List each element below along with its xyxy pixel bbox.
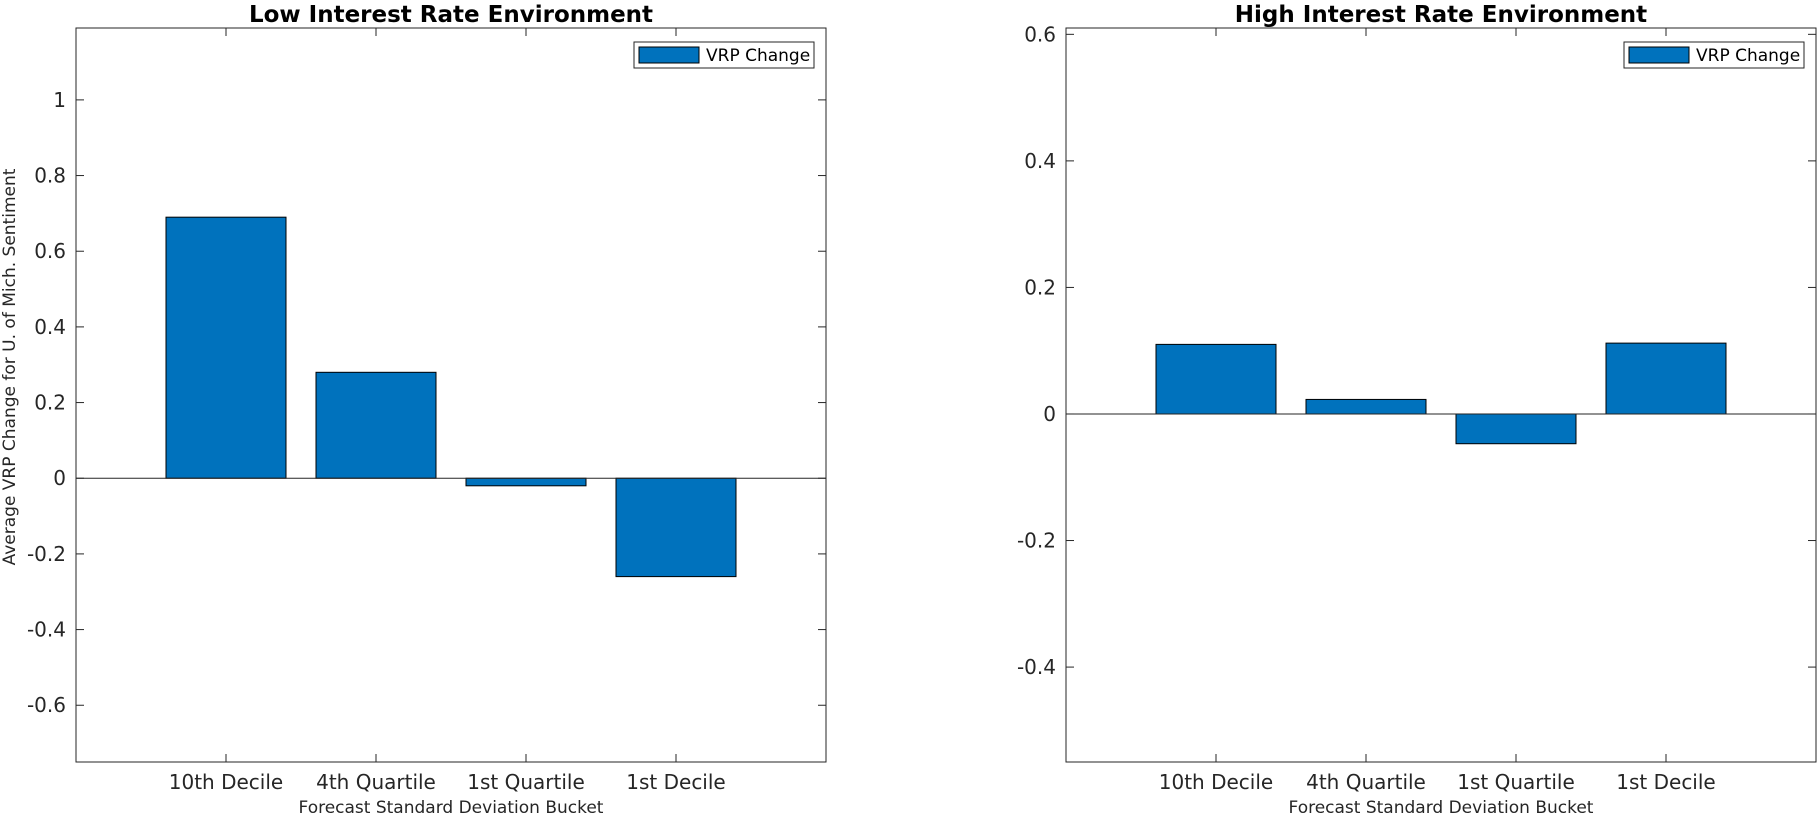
bar — [165, 216, 287, 479]
x-tick-label: 4th Quartile — [1306, 770, 1426, 794]
y-tick-label: -0.6 — [27, 693, 66, 717]
y-tick-label: 0 — [53, 466, 66, 490]
x-tick-label: 1st Decile — [626, 770, 725, 794]
legend-swatch — [1628, 46, 1690, 64]
x-tick-label: 4th Quartile — [316, 770, 436, 794]
y-tick-label: 0.6 — [34, 239, 66, 263]
y-tick-label: -0.4 — [27, 618, 66, 642]
bar — [615, 477, 737, 578]
y-axis-label: Average VRP Change for U. of Mich. Senti… — [0, 168, 20, 565]
y-tick-label: -0.4 — [1017, 655, 1056, 679]
y-tick-label: 0.4 — [1024, 149, 1056, 173]
x-axis-label: Forecast Standard Deviation Bucket — [1289, 798, 1594, 817]
chart-low-interest: Low Interest Rate Environment Forecast S… — [0, 2, 827, 817]
bar — [1155, 343, 1277, 415]
y-tick-label: -0.2 — [27, 542, 66, 566]
chart-title: Low Interest Rate Environment — [249, 2, 653, 28]
chart-high-interest: High Interest Rate Environment Forecast … — [1017, 2, 1817, 817]
x-axis-label: Forecast Standard Deviation Bucket — [299, 798, 604, 817]
plot-area-frame — [1065, 27, 1817, 763]
legend-label: VRP Change — [706, 46, 810, 66]
bar — [1455, 413, 1577, 445]
y-tick-label: 0.8 — [34, 164, 66, 188]
y-tick-label: 1 — [53, 88, 66, 112]
bar — [1305, 398, 1427, 415]
x-tick-label: 10th Decile — [1159, 770, 1273, 794]
y-tick-label: -0.2 — [1017, 529, 1056, 553]
y-tick-label: 0.6 — [1024, 22, 1056, 46]
y-tick-label: 0 — [1043, 402, 1056, 426]
x-tick-label: 1st Decile — [1616, 770, 1715, 794]
y-tick-label: 0.2 — [34, 391, 66, 415]
x-tick-label: 10th Decile — [169, 770, 283, 794]
x-tick-label: 1st Quartile — [467, 770, 585, 794]
legend-swatch — [638, 46, 700, 64]
chart-title: High Interest Rate Environment — [1235, 2, 1647, 28]
y-tick-label: 0.2 — [1024, 275, 1056, 299]
bar — [315, 371, 437, 479]
x-tick-label: 1st Quartile — [1457, 770, 1575, 794]
bar — [465, 477, 587, 487]
bar — [1605, 342, 1727, 415]
y-tick-label: 0.4 — [34, 315, 66, 339]
legend-label: VRP Change — [1696, 46, 1800, 66]
plot-area-frame — [75, 27, 827, 763]
